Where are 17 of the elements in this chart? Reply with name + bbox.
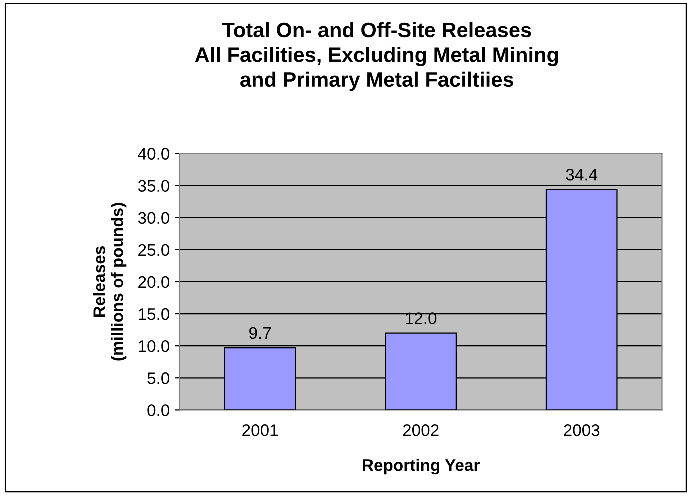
y-tick-label: 5.0: [148, 372, 170, 384]
chart-title: Total On- and Off-Site Releases All Facilities, Excluding Metal Mining and Primary Metal Faciltiies: [195, 22, 558, 92]
y-tick-label: 40.0: [138, 148, 170, 160]
y-tick-label: 35.0: [138, 180, 170, 192]
x-tick-label: 2002: [403, 424, 439, 436]
data-label: 9.7: [250, 327, 272, 340]
x-axis-title: Reporting Year: [363, 459, 480, 475]
y-tick-label: 25.0: [138, 244, 170, 256]
y-axis-title: Releases (millions of pounds): [93, 203, 127, 361]
x-tick-label: 2003: [564, 424, 600, 436]
y-tick-label: 20.0: [138, 276, 170, 288]
y-tick-label: 0.0: [148, 404, 170, 416]
data-label: 34.4: [566, 169, 598, 181]
y-tick-label: 10.0: [139, 340, 170, 352]
x-tick-label: 2001: [242, 424, 278, 436]
y-tick-label: 30.0: [138, 212, 170, 224]
y-tick-label: 15.0: [139, 308, 170, 320]
